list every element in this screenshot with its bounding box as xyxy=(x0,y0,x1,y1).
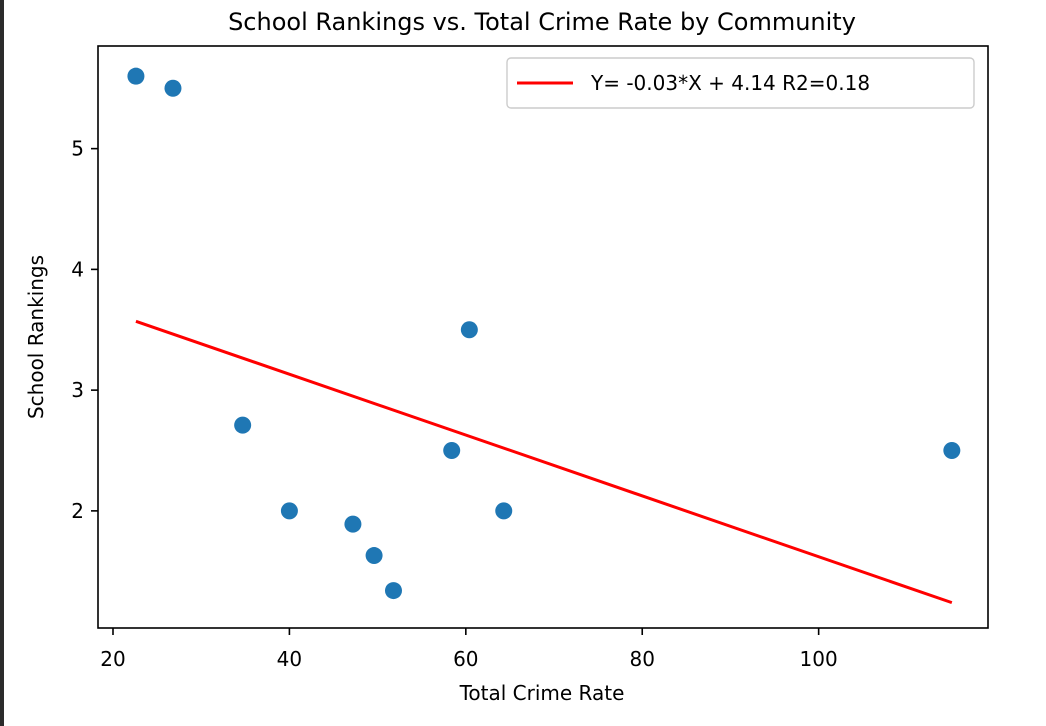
regression-line xyxy=(135,319,953,605)
data-point xyxy=(344,515,362,533)
data-point xyxy=(443,442,461,460)
legend: Y= -0.03*X + 4.14 R2=0.18 xyxy=(506,57,975,109)
regression-line-layer xyxy=(135,319,953,605)
plot-area xyxy=(97,45,989,629)
y-tick-label: 4 xyxy=(71,257,84,281)
data-point xyxy=(164,79,182,97)
window-edge xyxy=(0,0,4,726)
data-point xyxy=(495,502,513,520)
chart-title: School Rankings vs. Total Crime Rate by … xyxy=(228,8,856,36)
y-tick-label: 3 xyxy=(71,378,84,402)
y-tick-label: 5 xyxy=(71,137,84,161)
x-tick-label: 60 xyxy=(453,647,478,671)
data-point xyxy=(234,416,252,434)
x-tick-label: 80 xyxy=(630,647,655,671)
legend-box xyxy=(506,57,975,109)
data-point xyxy=(384,582,402,600)
y-axis-label: School Rankings xyxy=(24,255,48,419)
x-tick-label: 100 xyxy=(800,647,838,671)
data-point xyxy=(943,442,961,460)
x-tick-label: 20 xyxy=(100,647,125,671)
x-axis-label: Total Crime Rate xyxy=(459,681,625,705)
y-axis-ticks: 2 3 4 5 xyxy=(71,137,98,523)
data-points-layer xyxy=(127,67,961,600)
data-point xyxy=(280,502,298,520)
data-point xyxy=(127,67,145,85)
y-tick-label: 2 xyxy=(71,499,84,523)
legend-label: Y= -0.03*X + 4.14 R2=0.18 xyxy=(590,71,870,95)
data-point xyxy=(365,547,383,565)
x-axis-ticks: 20 40 60 80 100 xyxy=(100,628,838,671)
data-point xyxy=(460,321,478,339)
x-tick-label: 40 xyxy=(277,647,302,671)
